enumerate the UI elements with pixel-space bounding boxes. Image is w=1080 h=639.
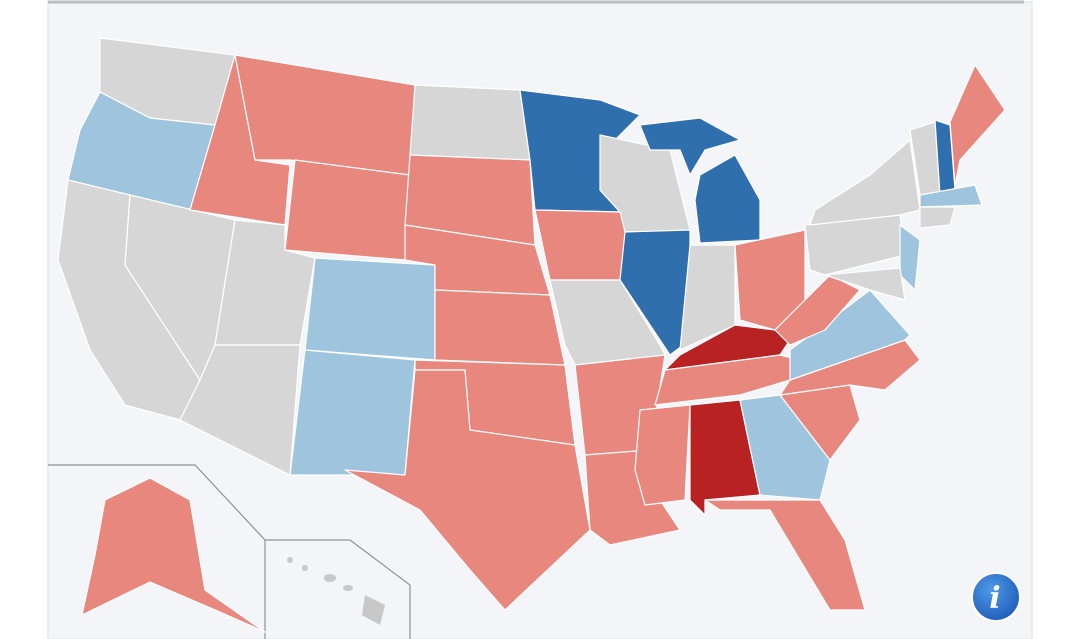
state[interactable] [434, 289, 566, 366]
state[interactable] [899, 224, 921, 291]
state[interactable] [634, 404, 691, 506]
states [57, 37, 1006, 611]
hawaii-islands[interactable] [287, 557, 385, 625]
state[interactable] [949, 64, 1006, 186]
info-button[interactable]: i [971, 572, 1021, 622]
island[interactable] [302, 565, 308, 571]
state[interactable] [289, 349, 416, 476]
state[interactable] [179, 344, 301, 476]
state[interactable] [774, 274, 861, 346]
state[interactable] [704, 499, 866, 611]
inset-border [48, 464, 266, 639]
state[interactable] [639, 117, 741, 176]
inset-border [265, 539, 411, 639]
state[interactable] [919, 206, 956, 229]
info-button-circle[interactable] [971, 572, 1021, 622]
island[interactable] [362, 595, 385, 625]
inset-alaska-hawaii [48, 464, 411, 639]
state[interactable] [344, 369, 591, 611]
info-button-label[interactable]: i [989, 581, 1000, 616]
state[interactable] [81, 477, 266, 633]
state[interactable] [919, 184, 983, 208]
state[interactable] [284, 159, 411, 261]
island[interactable] [324, 574, 336, 582]
state[interactable] [304, 257, 436, 361]
island[interactable] [287, 557, 293, 563]
state[interactable] [824, 267, 906, 301]
island[interactable] [343, 585, 353, 591]
state[interactable] [409, 84, 531, 161]
state[interactable] [789, 289, 911, 381]
state[interactable] [739, 394, 831, 501]
